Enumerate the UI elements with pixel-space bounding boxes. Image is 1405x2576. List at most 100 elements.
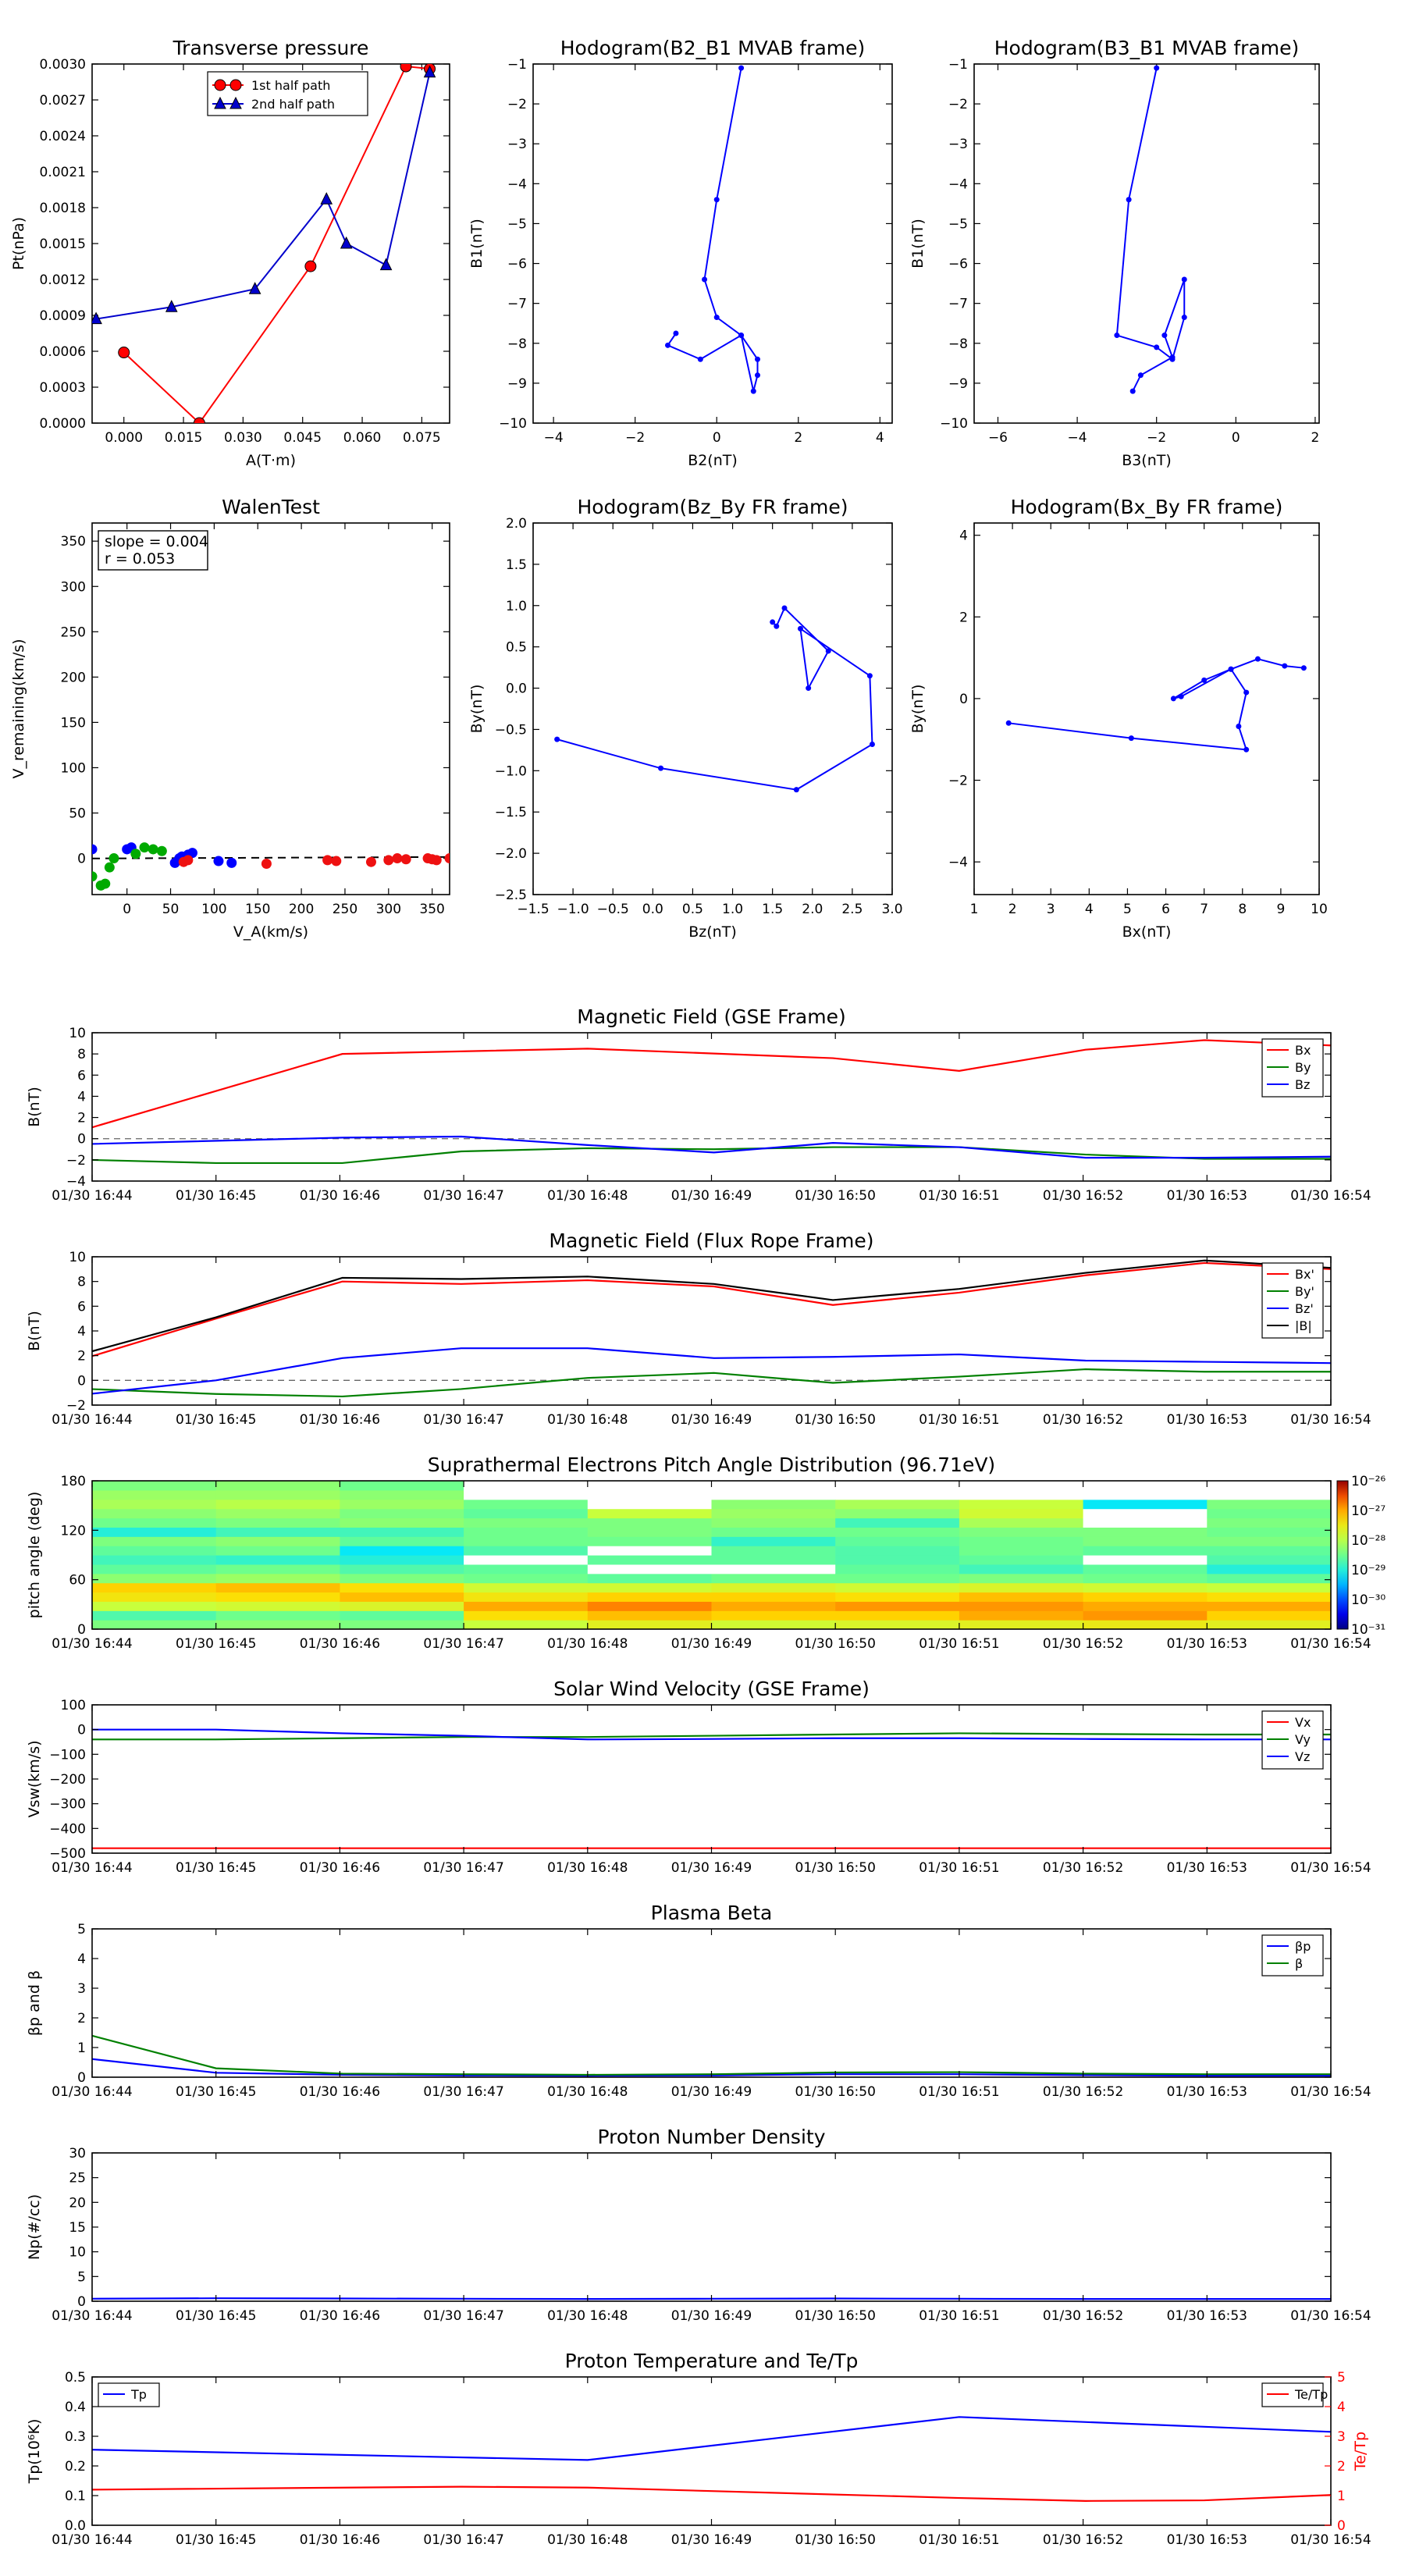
heatmap-cell: [1083, 1582, 1208, 1593]
time-tick-label: 01/30 16:48: [547, 2308, 628, 2324]
y-tick-label: 2: [959, 610, 968, 625]
series-line: [666, 67, 759, 392]
y-tick-label: 120: [61, 1523, 86, 1539]
plot-area: [92, 64, 436, 423]
heatmap-cell: [835, 1573, 960, 1584]
plot-area: [92, 842, 450, 891]
panel-frame: [91, 1032, 1332, 1182]
time-tick-label: 01/30 16:44: [52, 1412, 132, 1428]
legend-label: Bz': [1295, 1301, 1314, 1316]
heatmap-cell: [587, 1489, 713, 1500]
y-tick-label: −2.0: [495, 846, 527, 862]
plot-area: [665, 65, 760, 394]
series-line: [92, 1347, 1331, 1395]
heatmap-cell: [711, 1620, 836, 1629]
heatmap-cell: [340, 1573, 464, 1584]
x-tick-label: 2: [794, 430, 802, 446]
x-tick-label: 0.0: [642, 902, 663, 917]
x-axis-label: B2(nT): [688, 452, 738, 469]
heatmap-cell: [215, 1610, 340, 1621]
y-tick-label: 3: [77, 1981, 86, 1997]
data-point: [781, 605, 788, 611]
heatmap-cell: [711, 1555, 836, 1565]
data-point: [1282, 663, 1288, 669]
legend-label: βp: [1295, 1939, 1311, 1954]
data-point: [340, 236, 353, 249]
heatmap-cell: [1207, 1555, 1331, 1565]
y-tick-label: 25: [69, 2171, 86, 2186]
data-point: [755, 372, 760, 379]
heatmap-cell: [711, 1508, 836, 1519]
data-point: [665, 342, 670, 348]
series-line: [1008, 658, 1304, 751]
heatmap-cell: [92, 1620, 217, 1629]
series-line: [557, 607, 873, 791]
data-point: [165, 300, 178, 312]
data-point: [444, 853, 450, 864]
heatmap-cell: [959, 1546, 1084, 1556]
x-tick-label: 250: [333, 902, 357, 917]
y-tick-label: 4: [77, 1324, 86, 1340]
heatmap-cell: [959, 1610, 1084, 1621]
x-tick-label: 2.0: [802, 902, 823, 917]
heatmap-cell: [215, 1527, 340, 1537]
heatmap-cell: [340, 1582, 464, 1593]
heatmap-cell: [340, 1508, 464, 1519]
heatmap-cell: [464, 1573, 589, 1584]
data-point: [193, 417, 205, 423]
series-line: [92, 1039, 1331, 1129]
time-tick-label: 01/30 16:50: [795, 2084, 876, 2100]
x-tick-label: 200: [289, 902, 314, 917]
data-point: [92, 844, 98, 855]
x-tick-label: 1.5: [762, 902, 783, 917]
data-point: [797, 625, 803, 632]
panel-vsw: Solar Wind Velocity (GSE Frame) 01/30 16:…: [26, 1678, 1371, 1876]
data-point: [755, 356, 760, 362]
heatmap-cell: [340, 1601, 464, 1611]
data-point: [1228, 666, 1234, 672]
time-tick-label: 01/30 16:54: [1290, 1188, 1371, 1204]
y-tick-label: 0.0018: [40, 201, 86, 216]
heatmap-cell: [711, 1601, 836, 1611]
heatmap-cell: [1083, 1508, 1208, 1519]
y-tick-label: −2: [66, 1398, 86, 1414]
heatmap-cell: [215, 1546, 340, 1556]
heatmap-cell: [464, 1508, 589, 1519]
chart-h1: −4 −2 0 2 4 −10 −9 −8 −7 −6 −5 −4 −3 −2 −1 Hodogram(B2_…: [468, 37, 893, 469]
data-point: [770, 619, 776, 625]
x-tick-label: 0.030: [224, 430, 262, 446]
data-point: [1169, 354, 1176, 361]
time-tick-label: 01/30 16:47: [423, 1860, 503, 1876]
y-tick-label: −4: [948, 176, 968, 192]
y-tick-label: −9: [948, 376, 968, 392]
y-tick-label: −4: [66, 1174, 86, 1190]
y-tick-label: 50: [69, 806, 86, 822]
heatmap-cell: [92, 1489, 217, 1500]
y-tick-label: −6: [948, 257, 968, 272]
data-point: [92, 871, 98, 882]
x-tick-label: −1.0: [557, 902, 589, 917]
y-axis-label: βp and β: [26, 1970, 43, 2036]
y-tick-label: −4: [507, 176, 527, 192]
heatmap-cell: [1207, 1620, 1331, 1629]
chart-walen: 0 50 100 150 200 250 300 350 0 50 100 150 200 250 300 3…: [10, 496, 450, 941]
x-tick-label: 7: [1200, 902, 1208, 917]
time-tick-label: 01/30 16:45: [176, 1860, 256, 1876]
heatmap-cell: [835, 1536, 960, 1546]
heatmap-cell: [464, 1527, 589, 1537]
series-line: [92, 2297, 1331, 2300]
time-tick-label: 01/30 16:50: [795, 1188, 876, 1204]
heatmap-cell: [464, 1555, 589, 1565]
panel-title: Suprathermal Electrons Pitch Angle Distr…: [428, 1453, 995, 1476]
heatmap-cell: [1207, 1573, 1331, 1584]
x-tick-label: 350: [419, 902, 444, 917]
heatmap-cell: [959, 1601, 1084, 1611]
y-tick-label-right: 2: [1337, 2459, 1346, 2475]
data-point: [1178, 693, 1184, 699]
time-tick-label: 01/30 16:45: [176, 2308, 256, 2324]
y-tick-label: 100: [61, 1698, 86, 1713]
heatmap-cell: [1207, 1481, 1331, 1491]
x-tick-label: 5: [1123, 902, 1132, 917]
heatmap-cell: [1207, 1527, 1331, 1537]
plot-frame: [973, 522, 1320, 895]
